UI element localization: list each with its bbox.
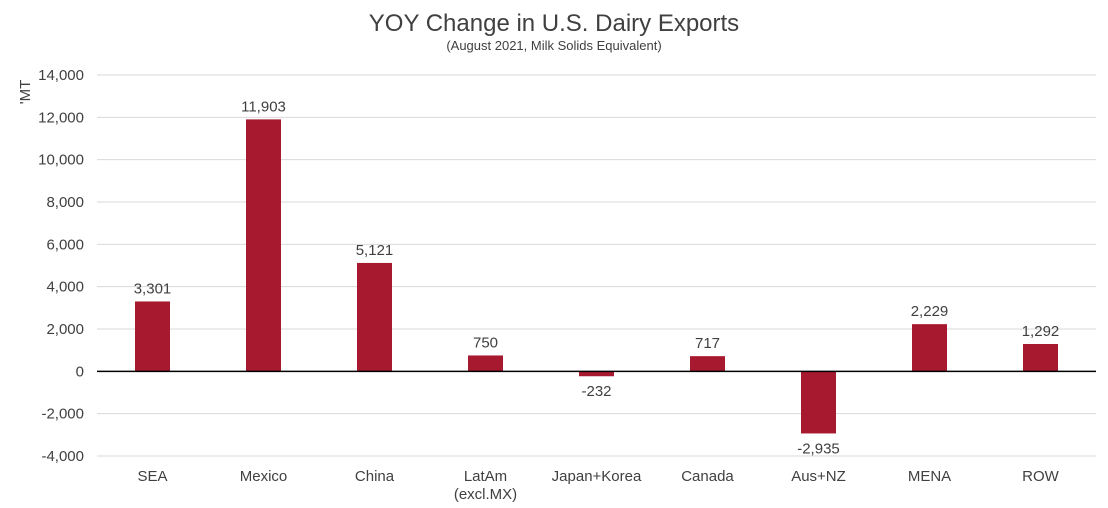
category-label: MENA [908,468,951,485]
y-tick-labels: 14,000 12,000 10,000 8,000 6,000 4,000 2,000 0 -… [38,67,84,465]
y-tick-label: 6,000 [46,236,84,253]
bar [690,356,725,372]
data-label: 750 [473,334,498,351]
bars [135,119,1058,434]
y-tick-label: 12,000 [38,109,84,126]
bar [801,371,836,434]
chart-subtitle: (August 2021, Milk Solids Equivalent) [446,38,661,53]
y-axis-label: 'MT [17,80,34,105]
category-label: LatAm [464,468,507,485]
data-label: 1,292 [1022,323,1060,340]
bar [135,301,170,372]
data-labels: 3,301 11,903 5,121 750 -232 717 -2,935 2,229 1,2… [134,98,1060,457]
category-label: China [355,468,395,485]
category-label: (excl.MX) [454,486,517,503]
category-label: Mexico [240,468,288,485]
category-label: Japan+Korea [552,468,642,485]
y-tick-label: 2,000 [46,321,84,338]
data-label: 717 [695,335,720,352]
data-label: -2,935 [797,440,840,457]
data-label: 3,301 [134,280,172,297]
y-tick-label: 10,000 [38,152,84,169]
data-label: -232 [581,383,611,400]
y-tick-label: -4,000 [41,448,84,465]
category-labels: SEA Mexico China LatAm(excl.MX) Japan+Korea C… [137,468,1059,503]
data-label: 2,229 [911,303,949,320]
bar [1023,343,1058,372]
category-label: Canada [681,468,734,485]
bar [912,324,947,372]
chart-title: YOY Change in U.S. Dairy Exports [369,10,739,37]
bar [246,119,281,372]
data-label: 11,903 [241,98,286,115]
bar [357,262,392,372]
y-tick-label: -2,000 [41,406,84,423]
data-label: 5,121 [356,242,394,259]
category-label: Aus+NZ [791,468,846,485]
y-tick-label: 4,000 [46,279,84,296]
y-tick-label: 14,000 [38,67,84,84]
y-tick-label: 0 [76,363,84,380]
category-label: SEA [137,468,167,485]
category-label: ROW [1022,468,1060,485]
y-tick-label: 8,000 [46,194,84,211]
bar [468,355,503,372]
bar [579,371,614,377]
